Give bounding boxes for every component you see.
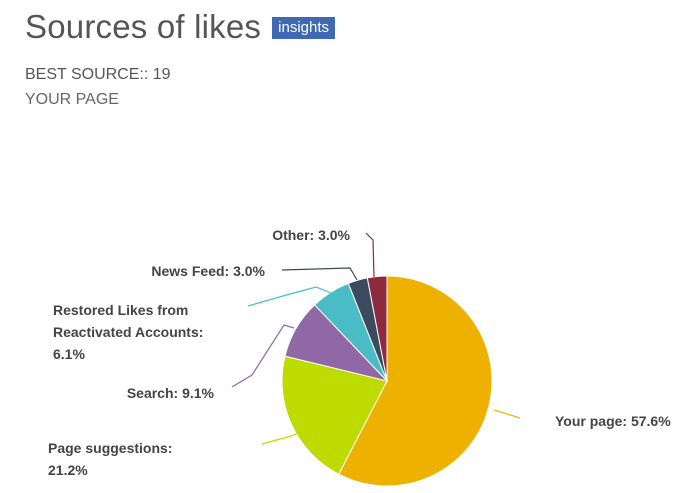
leader-line [247, 286, 332, 307]
header: Sources of likes insights [25, 8, 335, 46]
leader-line [231, 324, 295, 388]
best-source-label: BEST SOURCE:: 19 [25, 66, 171, 83]
page-title: Sources of likes [25, 8, 262, 45]
leader-line [281, 267, 358, 281]
slice-label: Your page: 57.6% [555, 413, 671, 429]
pie-slices [281, 275, 493, 487]
pie-slice-your-page[interactable] [338, 275, 493, 487]
pie-slice-other[interactable] [366, 275, 388, 382]
slice-labels: Your page: 57.6% Page suggestions: 21.2% Se… [48, 227, 671, 478]
leader-lines [231, 232, 521, 445]
slice-label: Page suggestions: 21.2% [48, 440, 172, 478]
slice-label: Restored Likes from Reactivated Accounts:… [53, 302, 203, 362]
best-source-value: YOUR PAGE [25, 91, 119, 108]
leader-line [261, 424, 319, 445]
leader-line [493, 409, 521, 419]
insights-badge[interactable]: insights [272, 17, 335, 39]
slice-label: News Feed: 3.0% [151, 263, 265, 279]
slice-label: Search: 9.1% [127, 385, 215, 401]
pie-slice-page-suggestions[interactable] [281, 355, 388, 475]
slice-label: Other: 3.0% [272, 227, 350, 243]
leader-line [365, 232, 375, 278]
